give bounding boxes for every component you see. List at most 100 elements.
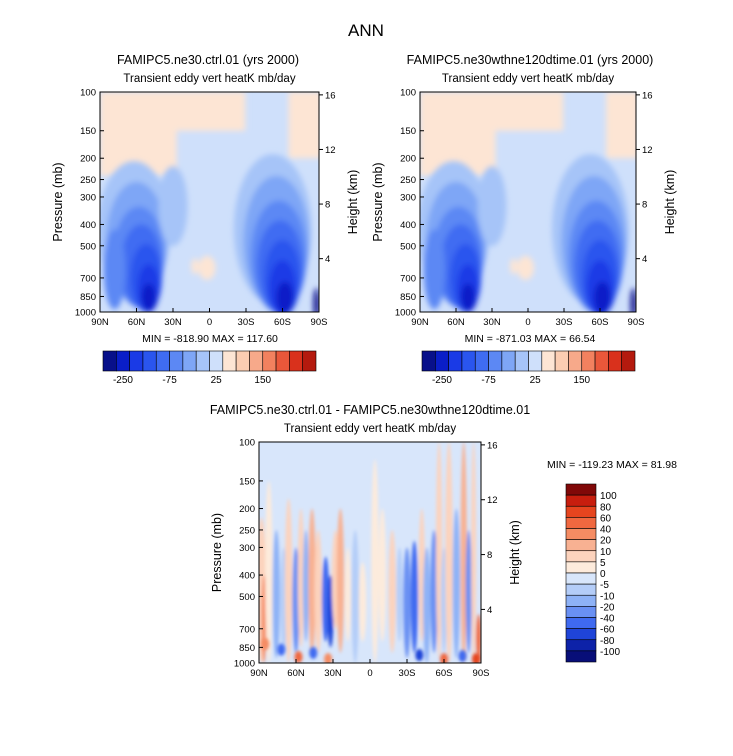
y-right-tick-label: 4 — [487, 605, 492, 616]
colorbar-label: -75 — [481, 375, 496, 386]
colorbar-label: -250 — [113, 375, 133, 386]
y-tick-label: 200 — [239, 504, 255, 515]
anomaly-band — [314, 529, 322, 653]
colorbar-label: 20 — [600, 536, 612, 547]
tropical-positive — [198, 255, 216, 280]
y-tick-label: 400 — [80, 220, 96, 231]
y-tick-label: 1000 — [395, 308, 416, 319]
panel-title: FAMIPC5.ne30.ctrl.01 - FAMIPC5.ne30wthne… — [210, 403, 530, 417]
colorbar-swatch — [155, 350, 170, 372]
contour-field — [259, 442, 481, 663]
panel-subtitle: Transient eddy vert heatK mb/day — [123, 73, 295, 85]
y-right-tick-label: 12 — [642, 145, 653, 156]
colorbar-swatch — [448, 350, 463, 372]
x-tick-label: 0 — [367, 668, 372, 679]
y-tick-label: 300 — [400, 192, 416, 203]
y-tick-label: 200 — [400, 154, 416, 165]
sh-cell-level7 — [276, 281, 294, 312]
colorbar-swatch — [565, 617, 597, 629]
x-tick-label: 60N — [447, 317, 465, 328]
panel-diff: FAMIPC5.ne30.ctrl.01 - FAMIPC5.ne30wthne… — [210, 403, 677, 679]
tropical-positive-2 — [509, 258, 518, 275]
panel-ne120: FAMIPC5.ne30wthne120dtime.01 (yrs 2000) T… — [371, 53, 677, 386]
colorbar-swatch — [195, 350, 210, 372]
y-right-tick-label: 8 — [487, 550, 492, 561]
sh-cell-level7 — [594, 281, 611, 312]
colorbar-swatch — [565, 572, 597, 585]
y-right-tick-label: 8 — [325, 200, 330, 211]
colorbar-swatch — [209, 350, 224, 372]
colorbar-swatch — [302, 350, 317, 372]
colorbar-swatch — [129, 350, 144, 372]
anomaly-band — [378, 508, 387, 642]
y-tick-label: 850 — [400, 292, 416, 303]
x-tick-label: 30N — [164, 317, 182, 328]
region-sh-pole — [624, 92, 636, 137]
colorbar-label: 40 — [600, 525, 612, 536]
colorbar-swatch — [102, 350, 117, 372]
colorbar-swatch — [581, 350, 596, 372]
y-right-tick-label: 16 — [642, 90, 653, 101]
x-tick-label: 30S — [238, 317, 255, 328]
anomaly-band — [445, 442, 453, 663]
colorbar-swatch — [565, 583, 597, 596]
y-tick-label: 300 — [80, 192, 96, 203]
anomaly-band — [284, 498, 293, 663]
colorbar-swatch — [501, 350, 516, 372]
x-tick-label: 30S — [399, 668, 416, 679]
tropical-positive — [517, 255, 534, 280]
y-tick-label: 100 — [239, 438, 255, 449]
x-tick-label: 30S — [556, 317, 573, 328]
colorbar-swatch — [169, 350, 184, 372]
y-tick-label: 1000 — [75, 308, 96, 319]
colorbar-label: 10 — [600, 547, 612, 558]
colorbar-label: -20 — [600, 602, 615, 613]
colorbar-label: -60 — [600, 625, 615, 636]
x-tick-label: 0 — [525, 317, 530, 328]
y-tick-label: 200 — [80, 154, 96, 165]
colorbar-label: -100 — [600, 647, 620, 658]
colorbar-swatch — [222, 350, 237, 372]
panel-title: FAMIPC5.ne30wthne120dtime.01 (yrs 2000) — [407, 53, 654, 67]
colorbar-swatch — [565, 539, 597, 552]
colorbar-swatch — [565, 650, 597, 663]
y-tick-label: 250 — [239, 525, 255, 536]
x-tick-label: 90N — [250, 668, 268, 679]
colorbar-swatch — [421, 350, 436, 372]
region-trop-strat — [492, 92, 564, 131]
y-right-axis-label: Height (km) — [663, 170, 677, 235]
y-tick-label: 100 — [80, 88, 96, 99]
colorbar-swatch — [565, 528, 597, 540]
nh-cell-level7 — [141, 283, 156, 312]
stats-text: MIN = -119.23 MAX = 81.98 — [547, 459, 677, 471]
colorbar-label: 5 — [600, 558, 606, 569]
y-axis-label: Pressure (mb) — [51, 162, 65, 241]
y-tick-label: 150 — [400, 126, 416, 137]
anomaly-band — [465, 529, 472, 653]
anomaly-band — [460, 442, 467, 663]
surface-spot — [472, 653, 481, 663]
contour-field — [420, 92, 636, 312]
colorbar: -250 -75 25 150 — [421, 350, 636, 386]
anomaly-band — [430, 529, 438, 653]
anomaly-band — [423, 547, 431, 663]
y-tick-label: 500 — [239, 592, 255, 603]
colorbar-label: 150 — [254, 375, 271, 386]
y-right-tick-label: 12 — [487, 495, 498, 506]
colorbar-swatch — [182, 350, 197, 372]
x-tick-label: 90S — [311, 317, 328, 328]
x-tick-label: 90N — [91, 317, 109, 328]
anomaly-band — [371, 459, 379, 663]
nh-subtrop-band — [158, 166, 188, 247]
surface-spot — [458, 650, 467, 663]
colorbar-swatch — [565, 483, 597, 496]
colorbar-swatch — [142, 350, 157, 372]
anomaly-band — [336, 508, 345, 653]
colorbar-label: -80 — [600, 636, 615, 647]
page-title: ANN — [348, 21, 384, 40]
colorbar-label: 0 — [600, 569, 606, 580]
region-sh-pole — [306, 92, 319, 137]
y-tick-label: 100 — [400, 88, 416, 99]
colorbar-swatch — [565, 505, 597, 518]
